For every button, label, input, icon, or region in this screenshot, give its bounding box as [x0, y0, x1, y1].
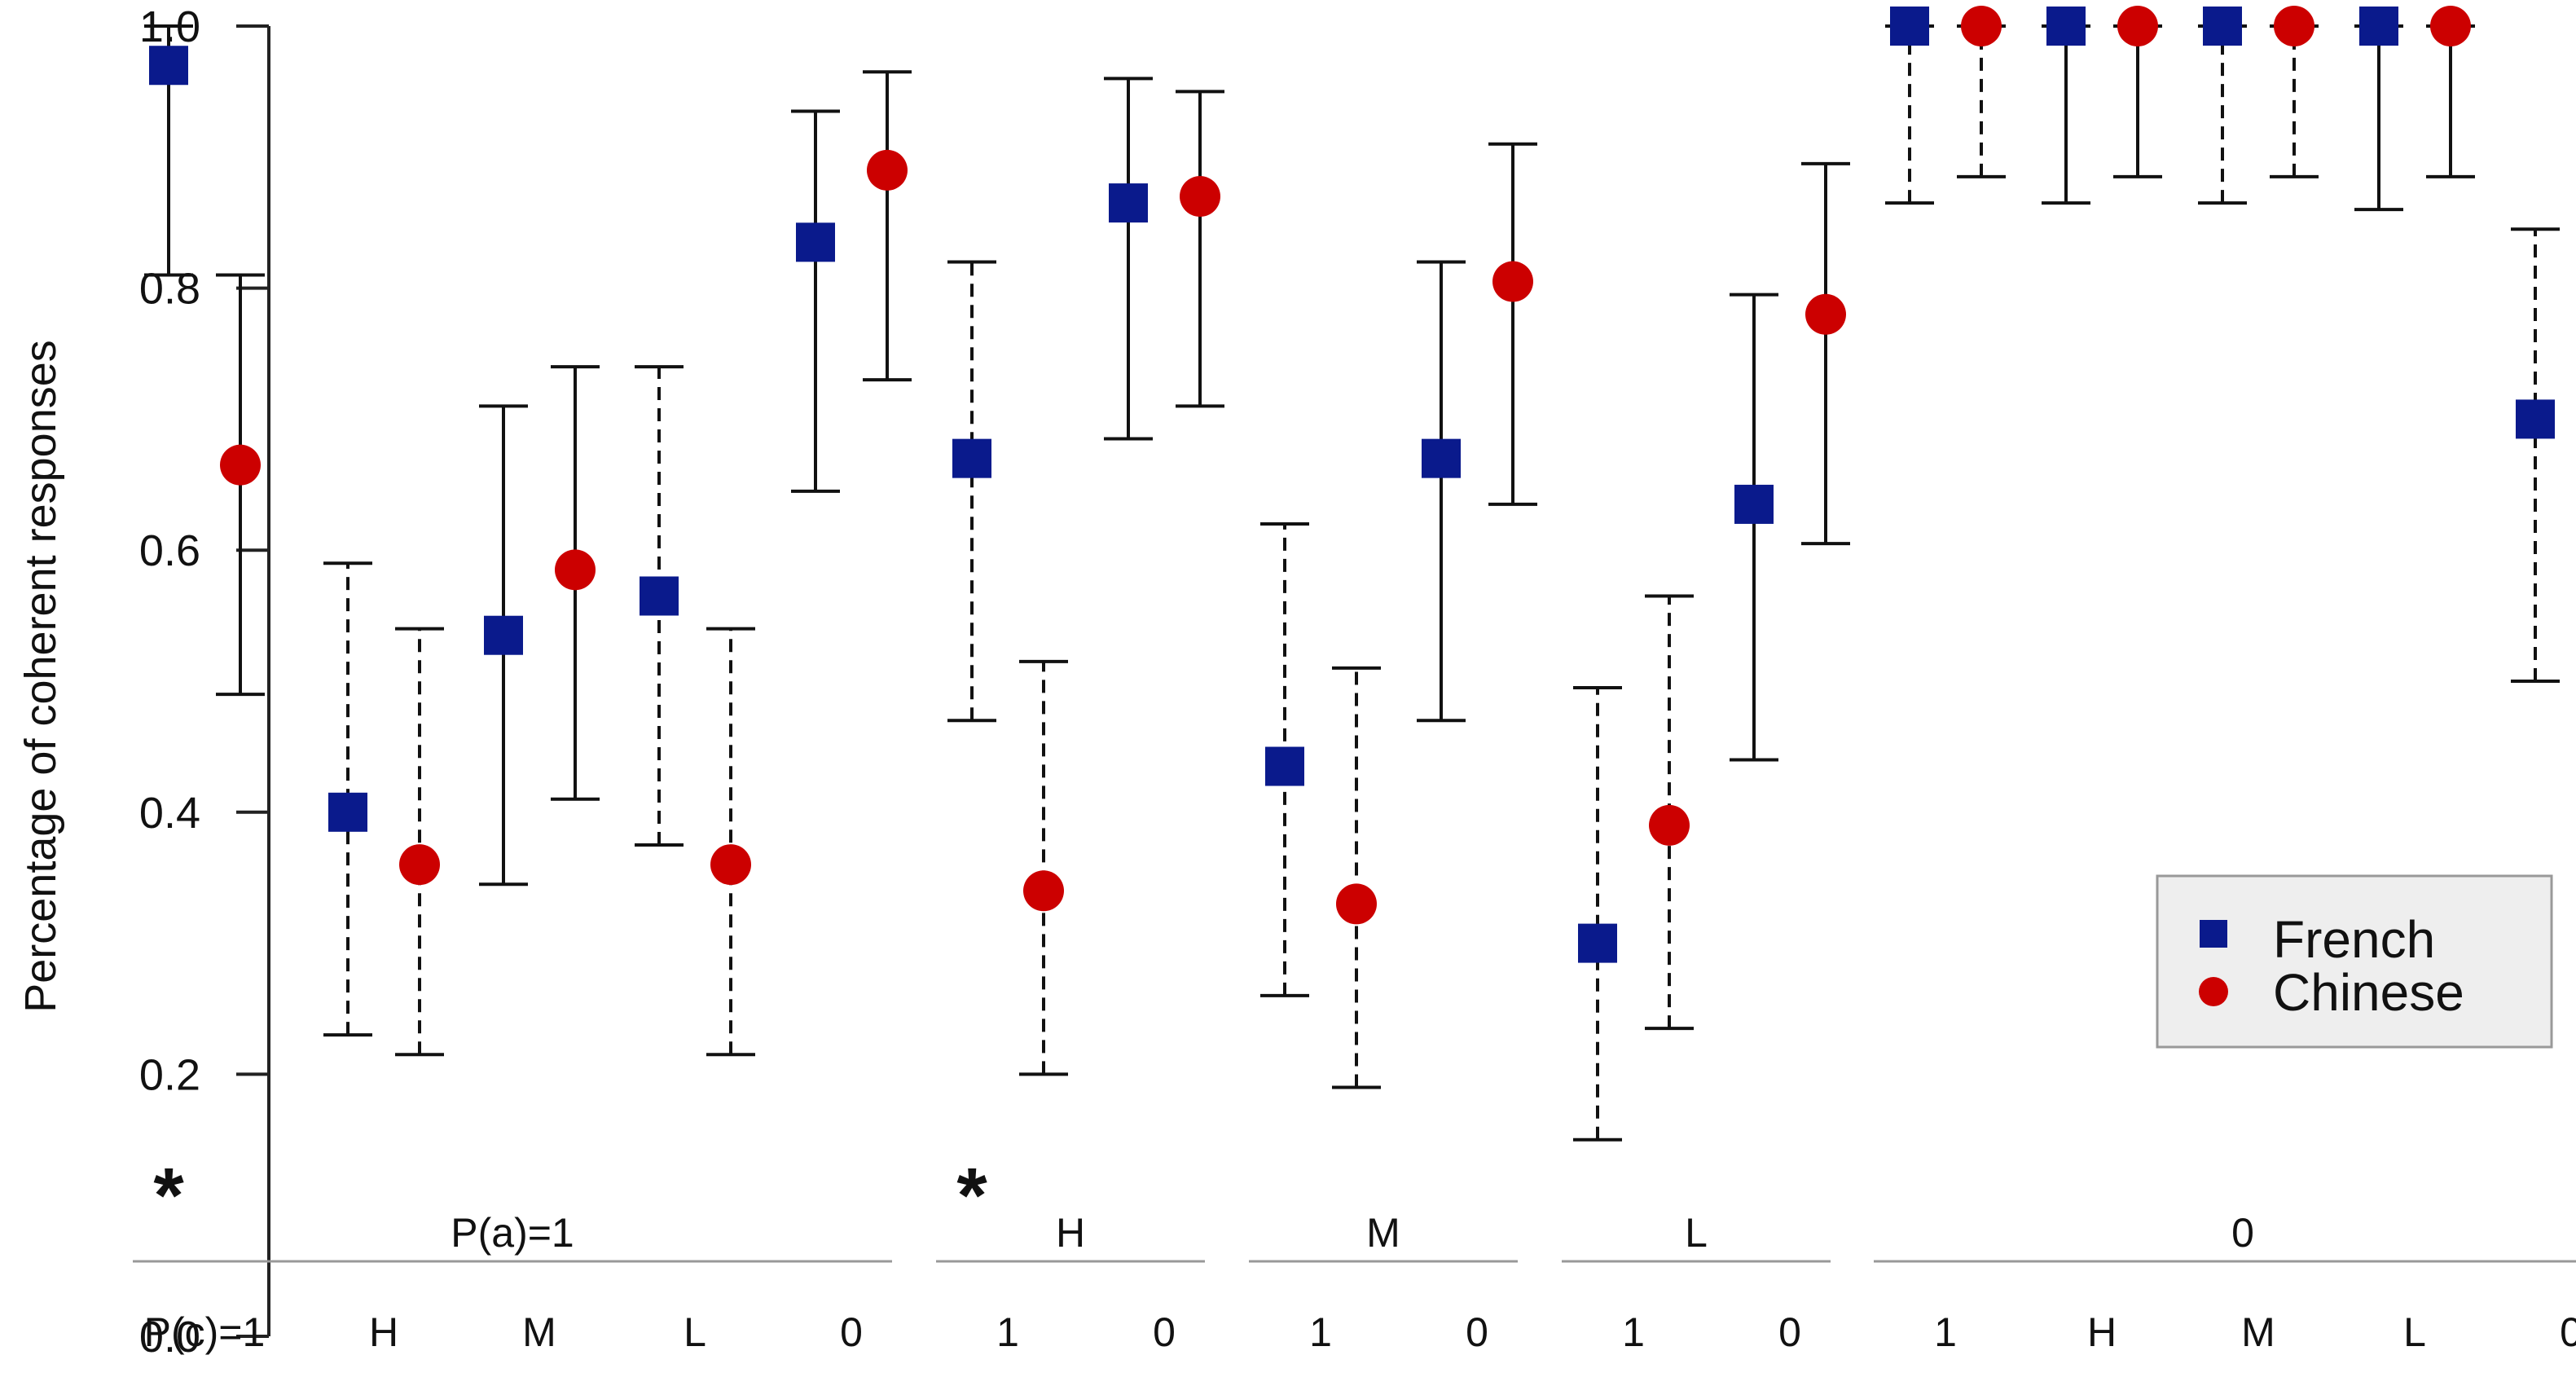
group-label: M	[1366, 1210, 1400, 1256]
french-marker	[149, 46, 188, 86]
french-marker	[484, 615, 523, 655]
condition-label: 0	[840, 1309, 863, 1355]
chinese-marker	[399, 844, 440, 886]
condition-label: 0	[1466, 1309, 1488, 1355]
french-marker	[1890, 7, 1929, 46]
legend: French Chinese	[2156, 874, 2553, 1049]
french-marker	[952, 438, 991, 478]
legend-chinese-label: Chinese	[2273, 963, 2464, 1022]
french-marker	[1109, 183, 1148, 223]
french-marker	[640, 576, 679, 616]
chinese-marker	[867, 149, 908, 191]
x-labels: P(a)=1 H M L 0 P(c)=1 H M L 0 1 0 1 0 1 0 1 H M L 0 * *	[144, 1152, 2576, 1355]
legend-chinese-icon	[2199, 977, 2228, 1006]
french-marker	[2359, 7, 2398, 46]
chinese-marker	[1492, 261, 1533, 302]
french-marker	[2046, 7, 2086, 46]
condition-label: H	[369, 1309, 398, 1355]
y-axis-title: Percentage of coherent responses	[16, 340, 65, 1013]
chinese-marker	[710, 844, 751, 886]
condition-label: 0	[2560, 1309, 2576, 1355]
french-marker	[2516, 399, 2555, 439]
legend-french-icon	[2200, 920, 2227, 948]
condition-label: L	[684, 1309, 706, 1355]
chinese-marker	[1180, 176, 1220, 218]
chinese-marker	[1649, 804, 1690, 846]
french-marker	[1578, 923, 1617, 963]
chinese-marker	[2430, 6, 2471, 46]
group-label: L	[1685, 1210, 1708, 1256]
condition-label: M	[522, 1309, 556, 1355]
french-marker	[2203, 7, 2242, 46]
y-tick-label: 0.6	[139, 526, 200, 575]
y-tick-label: 0.4	[139, 789, 200, 838]
chinese-marker	[555, 549, 596, 591]
condition-label: 0	[1153, 1309, 1176, 1355]
condition-label: M	[2241, 1309, 2275, 1355]
chinese-marker	[2117, 6, 2158, 46]
french-marker	[796, 222, 835, 262]
chinese-marker	[1336, 883, 1377, 925]
legend-french-label: French	[2273, 910, 2435, 969]
significance-star: *	[153, 1152, 184, 1239]
group-label: 0	[2231, 1210, 2254, 1256]
condition-label: L	[2403, 1309, 2426, 1355]
data-markers	[149, 6, 2555, 963]
condition-label: 1	[1622, 1309, 1645, 1355]
condition-label: 1	[1309, 1309, 1332, 1355]
y-tick-label: 0.2	[139, 1050, 200, 1099]
french-marker	[1734, 484, 1774, 524]
group-label: P(a)=1	[451, 1210, 574, 1256]
condition-label: H	[2087, 1309, 2117, 1355]
condition-label: P(c)=1	[144, 1309, 266, 1355]
chinese-marker	[1023, 870, 1064, 912]
chinese-marker	[1805, 293, 1846, 335]
french-marker	[328, 792, 367, 832]
french-marker	[1422, 438, 1461, 478]
significance-star: *	[956, 1152, 987, 1239]
chinese-marker	[1961, 6, 2002, 46]
condition-label: 1	[996, 1309, 1019, 1355]
chinese-marker	[2274, 6, 2314, 46]
condition-label: 1	[1934, 1309, 1957, 1355]
group-label: H	[1056, 1210, 1085, 1256]
french-marker	[1265, 746, 1304, 786]
legend-box	[2156, 874, 2553, 1049]
y-tick-label: 0.0	[139, 1313, 200, 1362]
chinese-marker	[220, 444, 261, 486]
condition-label: 0	[1778, 1309, 1801, 1355]
